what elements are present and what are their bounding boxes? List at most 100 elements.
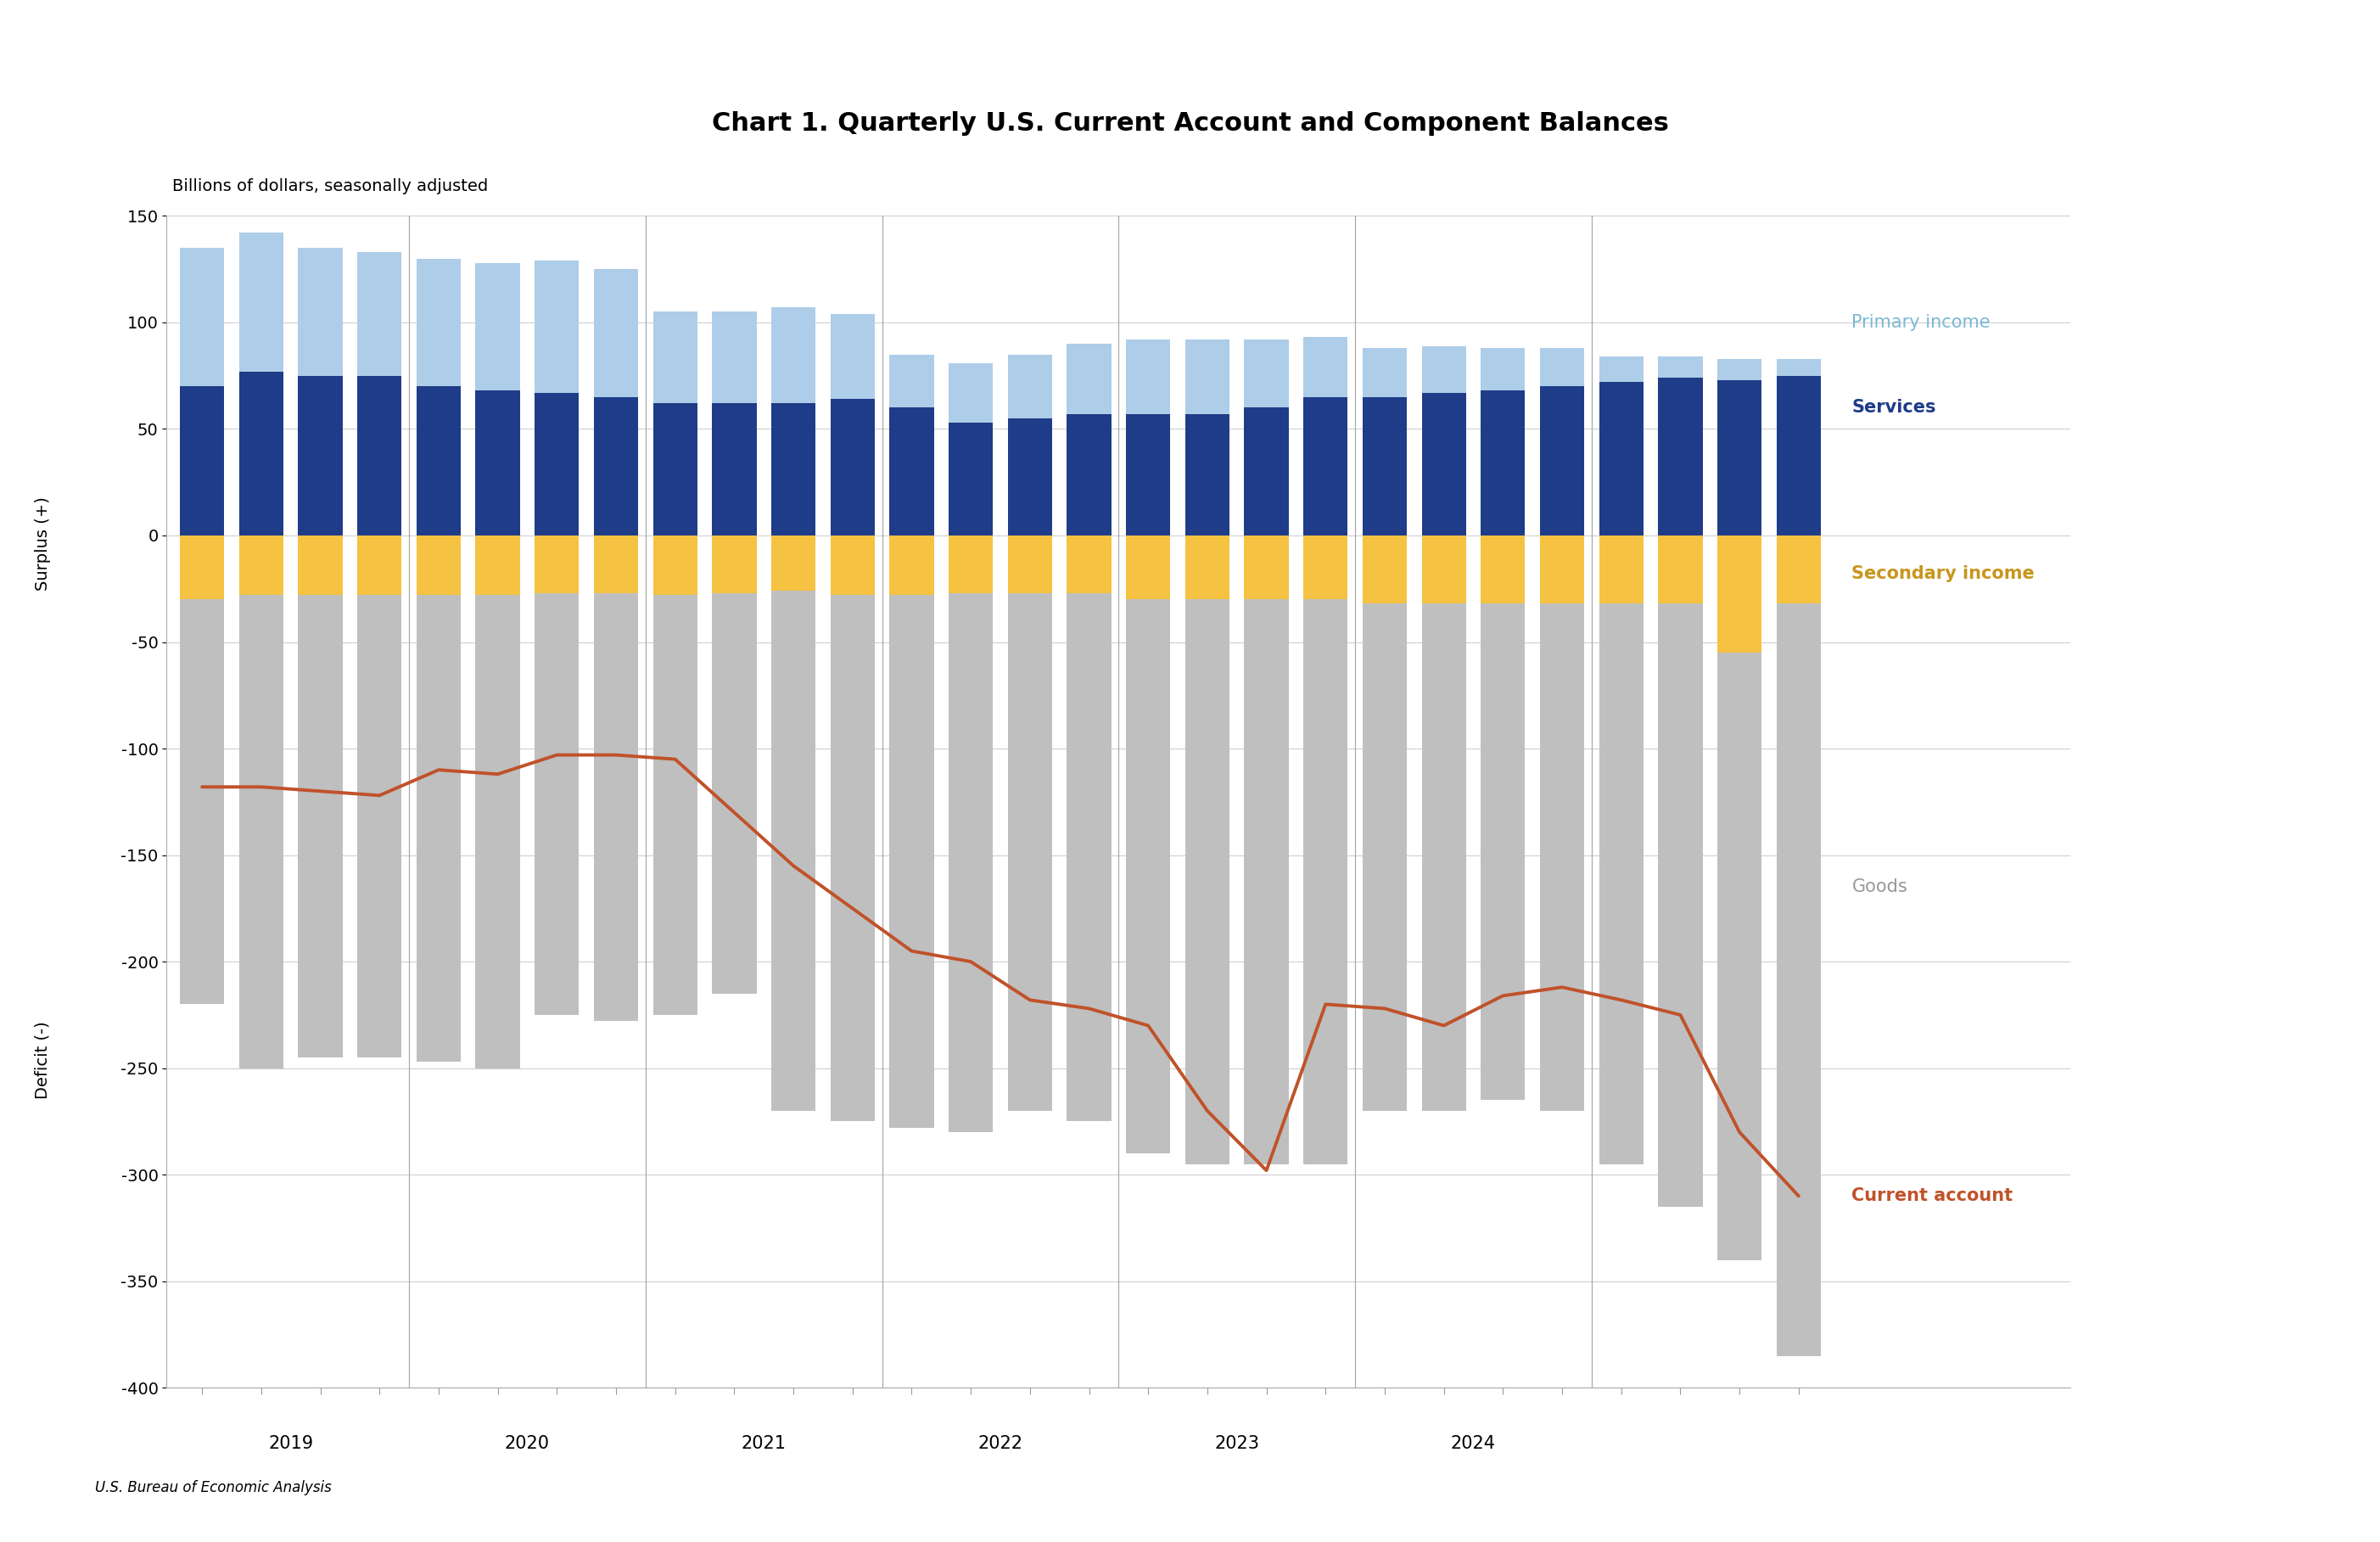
Bar xyxy=(890,535,933,595)
Bar xyxy=(238,233,283,372)
Bar xyxy=(1775,535,1821,1355)
Bar xyxy=(416,535,462,1062)
Bar xyxy=(181,535,224,1004)
Bar xyxy=(950,535,992,1132)
Bar xyxy=(950,423,992,535)
Text: Deficit (-): Deficit (-) xyxy=(36,1021,50,1098)
Bar xyxy=(238,535,283,1069)
Bar xyxy=(1480,390,1526,535)
Text: Secondary income: Secondary income xyxy=(1852,566,2035,583)
Text: Primary income: Primary income xyxy=(1852,315,1990,332)
Bar xyxy=(1007,535,1052,594)
Bar xyxy=(1775,376,1821,535)
Bar xyxy=(1185,535,1230,600)
Bar xyxy=(771,404,816,535)
Bar xyxy=(1421,535,1466,603)
Bar xyxy=(1066,535,1111,1121)
Bar xyxy=(595,535,638,1021)
Bar xyxy=(536,261,578,393)
Bar xyxy=(1185,535,1230,1164)
Bar xyxy=(536,535,578,594)
Bar xyxy=(771,535,816,1110)
Bar xyxy=(476,535,519,595)
Bar xyxy=(652,311,697,404)
Bar xyxy=(357,376,402,535)
Bar xyxy=(1304,535,1347,600)
Text: Chart 1. Quarterly U.S. Current Account and Component Balances: Chart 1. Quarterly U.S. Current Account … xyxy=(712,111,1668,136)
Bar xyxy=(476,262,519,390)
Bar xyxy=(181,387,224,535)
Bar xyxy=(476,535,519,1069)
Bar xyxy=(1775,359,1821,376)
Bar xyxy=(652,535,697,1015)
Bar xyxy=(181,248,224,387)
Bar xyxy=(950,362,992,423)
Bar xyxy=(1245,407,1288,535)
Bar xyxy=(1304,535,1347,1164)
Bar xyxy=(1599,535,1642,1164)
Bar xyxy=(831,315,876,399)
Bar xyxy=(712,311,757,404)
Bar xyxy=(595,270,638,396)
Bar xyxy=(1304,396,1347,535)
Bar xyxy=(1718,535,1761,1260)
Text: 2019: 2019 xyxy=(269,1434,314,1451)
Bar xyxy=(1185,339,1230,415)
Bar xyxy=(831,535,876,1121)
Bar xyxy=(1599,356,1642,382)
Bar xyxy=(1421,345,1466,393)
Text: Billions of dollars, seasonally adjusted: Billions of dollars, seasonally adjusted xyxy=(171,179,488,194)
Bar xyxy=(476,390,519,535)
Bar xyxy=(1007,418,1052,535)
Bar xyxy=(357,251,402,376)
Text: 2023: 2023 xyxy=(1214,1434,1259,1451)
Text: 2021: 2021 xyxy=(740,1434,785,1451)
Bar xyxy=(1659,535,1702,1207)
Bar xyxy=(1066,535,1111,594)
Bar xyxy=(1421,393,1466,535)
Text: Goods: Goods xyxy=(1852,879,1909,896)
Bar xyxy=(1007,355,1052,418)
Bar xyxy=(771,535,816,591)
Bar xyxy=(1245,535,1288,1164)
Bar xyxy=(1185,415,1230,535)
Bar xyxy=(298,535,343,1058)
Bar xyxy=(1361,535,1407,603)
Bar xyxy=(595,535,638,594)
Bar xyxy=(1126,535,1171,600)
Bar xyxy=(298,376,343,535)
Bar xyxy=(712,404,757,535)
Bar xyxy=(298,248,343,376)
Bar xyxy=(1126,339,1171,415)
Bar xyxy=(416,387,462,535)
Bar xyxy=(181,535,224,600)
Bar xyxy=(1599,535,1642,603)
Bar xyxy=(1245,535,1288,600)
Bar xyxy=(416,535,462,595)
Bar xyxy=(357,535,402,1058)
Bar xyxy=(1599,382,1642,535)
Bar xyxy=(831,399,876,535)
Bar xyxy=(536,393,578,535)
Bar xyxy=(1480,535,1526,603)
Bar xyxy=(298,535,343,595)
Bar xyxy=(1480,348,1526,390)
Bar xyxy=(1718,359,1761,379)
Bar xyxy=(771,307,816,404)
Bar xyxy=(1718,535,1761,652)
Bar xyxy=(1659,378,1702,535)
Bar xyxy=(712,535,757,594)
Bar xyxy=(1007,535,1052,1110)
Text: Current account: Current account xyxy=(1852,1187,2013,1204)
Text: Surplus (+): Surplus (+) xyxy=(36,497,50,591)
Bar xyxy=(1540,387,1585,535)
Bar xyxy=(712,535,757,993)
Bar xyxy=(652,404,697,535)
Bar xyxy=(890,355,933,407)
Bar xyxy=(831,535,876,595)
Bar xyxy=(1775,535,1821,603)
Bar xyxy=(1245,339,1288,407)
Text: 2020: 2020 xyxy=(505,1434,550,1451)
Bar xyxy=(357,535,402,595)
Bar xyxy=(1540,535,1585,1110)
